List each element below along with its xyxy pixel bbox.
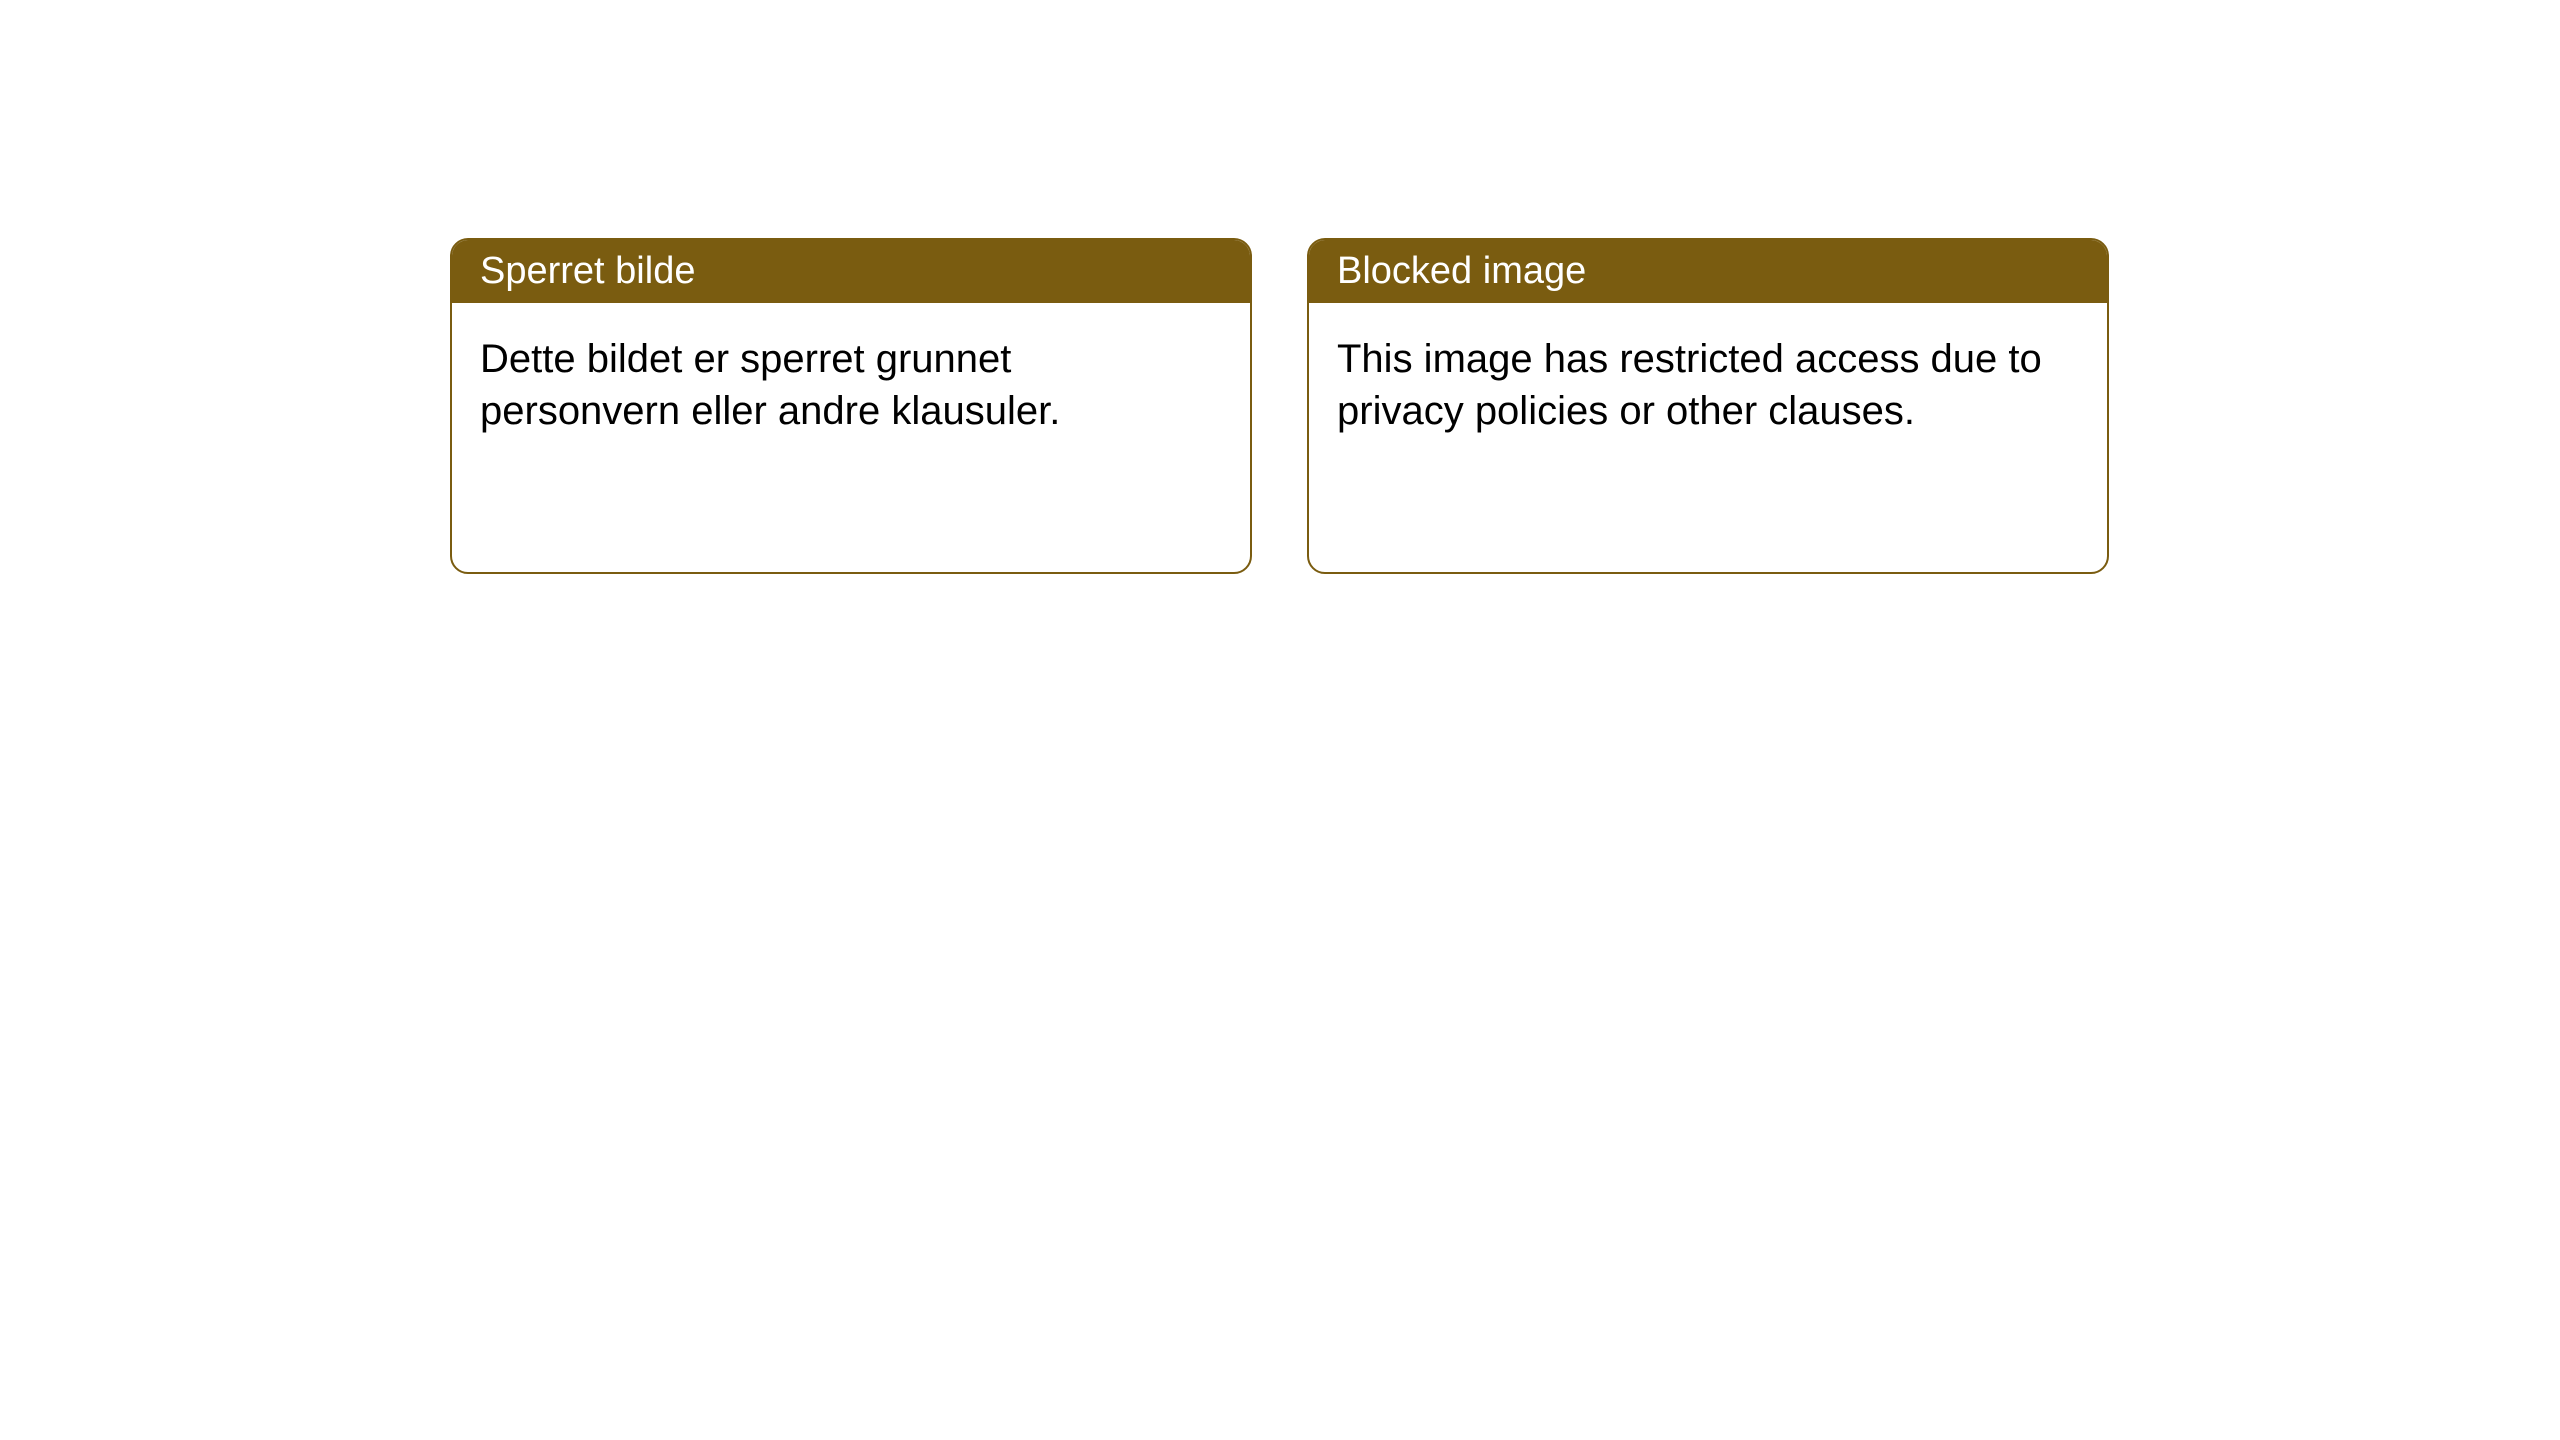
notice-card-norwegian: Sperret bilde Dette bildet er sperret gr… — [450, 238, 1252, 574]
notice-body: This image has restricted access due to … — [1309, 303, 2107, 467]
notice-header: Blocked image — [1309, 240, 2107, 303]
notice-header: Sperret bilde — [452, 240, 1250, 303]
notice-container: Sperret bilde Dette bildet er sperret gr… — [0, 0, 2560, 574]
notice-card-english: Blocked image This image has restricted … — [1307, 238, 2109, 574]
notice-body: Dette bildet er sperret grunnet personve… — [452, 303, 1250, 467]
